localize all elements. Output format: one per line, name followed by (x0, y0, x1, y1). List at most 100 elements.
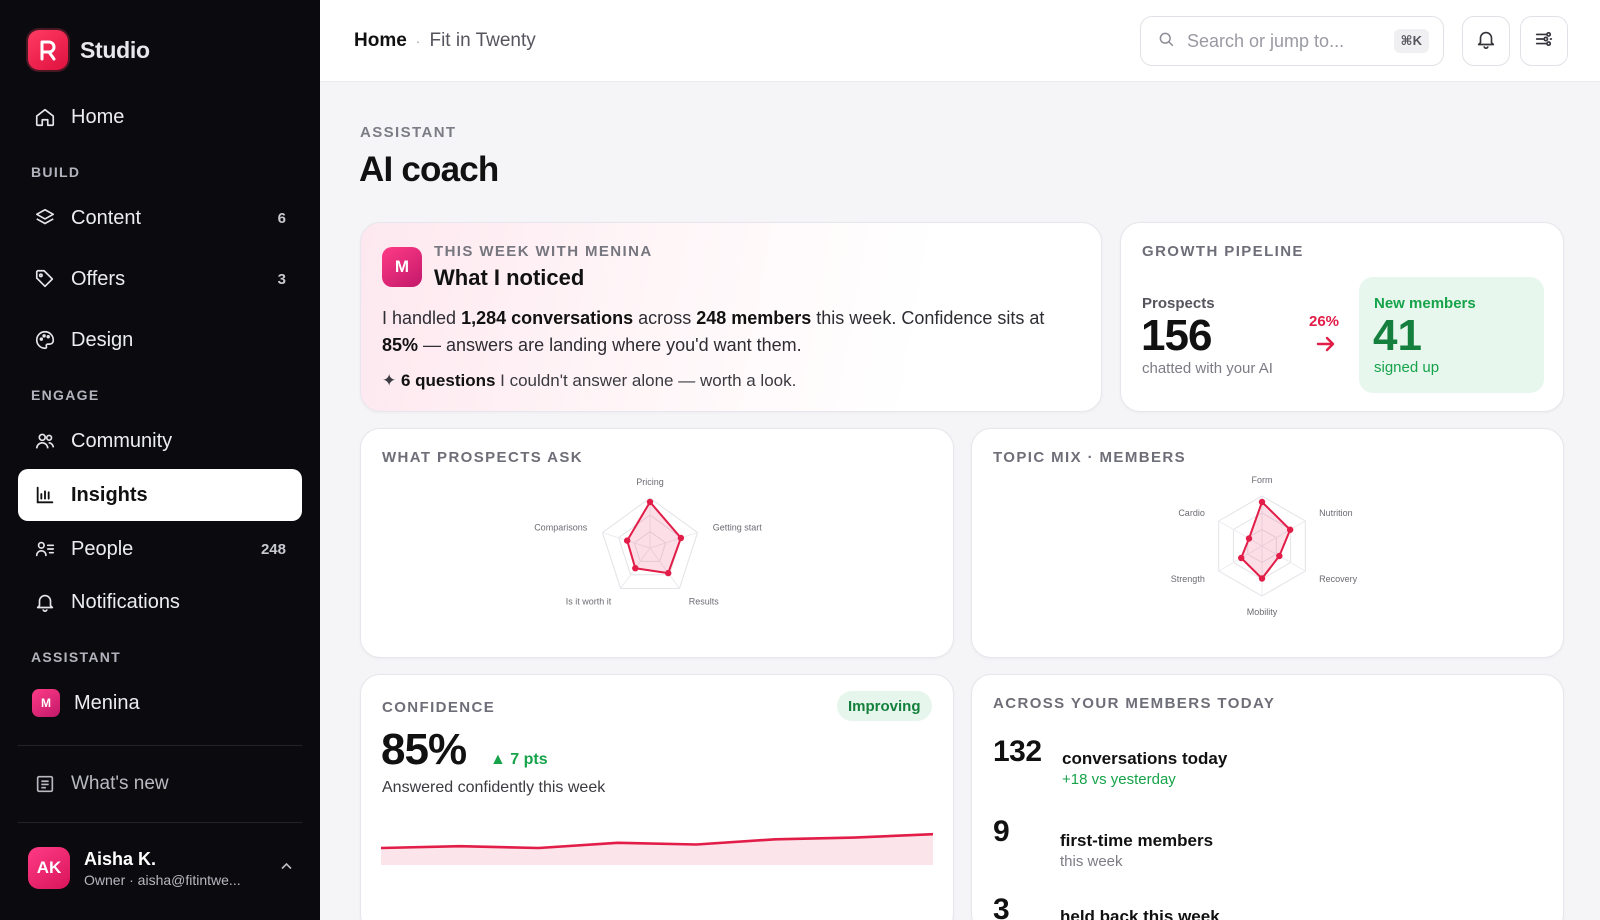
questions-count: 6 questions (400, 371, 496, 390)
stat-subtitle: this week (1060, 853, 1123, 870)
stat-label: first-time members (1060, 831, 1214, 850)
confidence-delta: ▲ 7 pts (490, 751, 548, 768)
brand[interactable]: Studio (28, 30, 150, 70)
sidebar-item-home[interactable]: Home (18, 91, 302, 143)
breadcrumb-home[interactable]: Home (354, 30, 407, 51)
arrow-right-icon (1316, 336, 1335, 352)
card-label: GROWTH PIPELINE (1142, 243, 1304, 260)
radar-axis-label: Is it worth it (566, 596, 612, 606)
radar-axis-label: Recovery (1319, 574, 1358, 584)
bar-chart-icon (34, 484, 56, 506)
radar-spoke (649, 532, 698, 549)
newspaper-icon (34, 773, 56, 795)
user-name: Aisha K. (84, 848, 157, 869)
studio-logo-icon (28, 30, 68, 70)
sidebar-item-menina[interactable]: M Menina (18, 677, 302, 729)
menina-avatar: M (382, 247, 422, 287)
users-icon (34, 430, 56, 452)
confidence-line (381, 832, 933, 850)
sidebar-item-design[interactable]: Design (18, 314, 302, 366)
user-subtitle: Owner · aisha@fitintwe... (84, 871, 241, 888)
radar-grid (633, 530, 667, 562)
week-title: What I noticed (434, 265, 585, 290)
summary-text: I couldn't answer alone — worth a look. (495, 371, 797, 390)
new-members-panel: New members 41 signed up (1359, 277, 1544, 393)
palette-icon (34, 329, 56, 351)
radar-axis-label: Form (1252, 475, 1273, 485)
topic-radar-chart: Form Nutrition Recovery Mobility Strength Car… (1171, 475, 1358, 617)
summary-text: across (633, 308, 697, 328)
confidence-trend-chart (381, 832, 933, 865)
sidebar-item-insights[interactable]: Insights (18, 469, 302, 521)
menina-badge: M (32, 689, 60, 717)
sparkle-icon: ✦ (382, 371, 401, 390)
section-assistant: ASSISTANT (31, 649, 121, 665)
prospects-subtitle: chatted with your AI (1142, 360, 1273, 377)
radar-grid (601, 497, 699, 589)
summary-text: I handled (382, 308, 462, 328)
settings-button[interactable] (1520, 16, 1568, 66)
prospects-label: Prospects (1142, 295, 1215, 312)
notifications-button[interactable] (1462, 16, 1510, 66)
radar-series (626, 501, 682, 575)
radar-axis-label: Results (689, 596, 720, 606)
members-count: 248 members (696, 308, 812, 328)
search-input[interactable]: Search or jump to... ⌘K (1140, 16, 1444, 66)
radar-axis-label: Cardio (1178, 508, 1205, 518)
brand-name: Studio (80, 36, 150, 63)
sidebar-item-label: Insights (71, 483, 148, 506)
conversations-count: 1,284 conversations (461, 308, 634, 328)
radar-point (1258, 498, 1266, 506)
topbar: Home · Fit in Twenty Search or jump to..… (320, 0, 1600, 82)
home-icon (34, 106, 56, 128)
new-members-label: New members (1374, 295, 1476, 312)
prospects-radar-chart: Pricing Getting start Results Is it worth i… (534, 477, 762, 606)
sidebar-item-content[interactable]: Content 6 (18, 192, 302, 244)
search-shortcut: ⌘K (1393, 29, 1429, 53)
stat-label: held back this week (1060, 907, 1220, 920)
content-count: 6 (277, 209, 286, 227)
sidebar-item-notifications[interactable]: Notifications (18, 576, 302, 628)
sidebar-item-people[interactable]: People 248 (18, 523, 302, 575)
unanswered-questions-link[interactable]: ✦ 6 questions I couldn't answer alone — … (382, 371, 796, 391)
stat-value: 9 (993, 815, 1010, 848)
confidence-card: CONFIDENCE Improving 85% ▲ 7 pts Answere… (360, 674, 954, 920)
radar-spoke (1218, 520, 1263, 547)
radar-axis-label: Mobility (1247, 607, 1278, 617)
prospects-value: 156 (1141, 311, 1212, 360)
sidebar-item-label: Menina (74, 691, 140, 714)
sidebar-item-offers[interactable]: Offers 3 (18, 253, 302, 305)
status-badge: Improving (837, 691, 932, 721)
new-members-subtitle: signed up (1374, 359, 1440, 376)
radar-axis-label: Nutrition (1319, 508, 1353, 518)
breadcrumb-separator: · (415, 33, 421, 49)
bell-icon (34, 591, 56, 613)
topic-mix-card: TOPIC MIX · MEMBERS Form Nutrition Recover… (971, 428, 1564, 658)
page-eyebrow: ASSISTANT (360, 124, 457, 141)
sidebar-item-label: Notifications (71, 590, 180, 613)
weekly-summary-card: M THIS WEEK WITH MENINA What I noticed I… (360, 222, 1102, 412)
sidebar-item-label: People (71, 537, 134, 560)
sidebar-divider (18, 822, 302, 823)
radar-point (1245, 535, 1253, 542)
sidebar-item-community[interactable]: Community (18, 415, 302, 467)
sidebar-item-label: Community (71, 429, 173, 452)
sliders-icon (1533, 28, 1555, 55)
search-icon (1157, 30, 1175, 53)
radar-point (1286, 526, 1294, 533)
stat-subtitle: +18 vs yesterday (1062, 771, 1176, 788)
summary-text: this week. Confidence sits at (811, 308, 1045, 328)
sidebar-item-whats-new[interactable]: What's new (18, 758, 302, 810)
user-menu[interactable]: AK Aisha K. Owner · aisha@fitintwe... (28, 847, 298, 889)
sidebar: Studio Home BUILD Content 6 Offers 3 Des… (0, 0, 320, 920)
radar-point (1276, 552, 1283, 560)
confidence-subtitle: Answered confidently this week (382, 779, 606, 796)
sidebar-item-label: Offers (71, 267, 126, 290)
sidebar-divider (18, 745, 302, 746)
radar-spoke (1261, 545, 1306, 572)
offers-count: 3 (277, 270, 286, 288)
radar-axis-label: Pricing (636, 477, 664, 487)
avatar: AK (28, 847, 70, 889)
week-summary: I handled 1,284 conversations across 248… (382, 305, 1072, 359)
radar-point (677, 534, 685, 542)
